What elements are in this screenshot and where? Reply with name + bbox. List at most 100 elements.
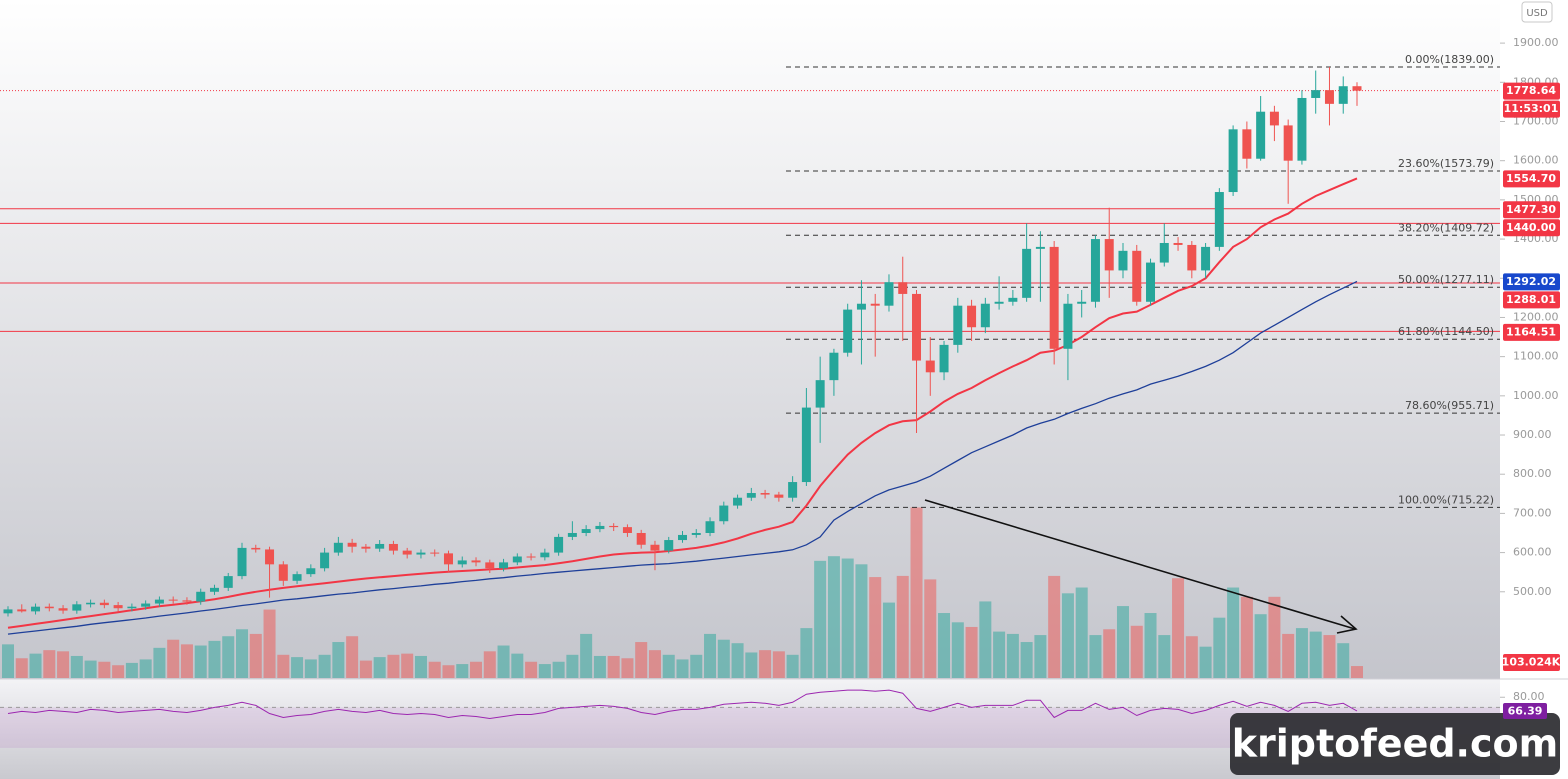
price-badge-label: 1477.30	[1506, 203, 1556, 216]
volume-bar	[593, 655, 606, 678]
candle-body	[1049, 246, 1059, 349]
volume-bar	[841, 558, 854, 678]
price-badge	[1503, 82, 1560, 100]
candle-body	[1132, 250, 1142, 302]
arrow-head	[1336, 615, 1358, 634]
rsi-badge-label: 66.39	[1508, 705, 1543, 718]
candle-body	[388, 543, 398, 551]
candle-body	[1201, 246, 1211, 271]
candle-body	[1063, 303, 1073, 349]
volume-bar	[98, 661, 111, 678]
volume-bar	[896, 575, 909, 678]
volume-bar	[456, 664, 469, 678]
candle-body	[1269, 111, 1279, 126]
candle-body	[609, 525, 619, 528]
volume-bar	[538, 664, 551, 678]
candle-body	[540, 552, 550, 558]
y-tick-label: 1600.00	[1513, 154, 1559, 167]
volume-bar	[70, 655, 83, 678]
y-tick-label: 900.00	[1513, 428, 1552, 441]
candle-body	[1159, 242, 1169, 263]
volume-bar	[1006, 633, 1019, 678]
volume-bar	[1268, 596, 1281, 678]
candle-body	[237, 547, 247, 577]
price-badge	[1503, 170, 1560, 188]
volume-bar	[125, 662, 138, 678]
candle-body	[1146, 262, 1156, 302]
fib-label: 50.00%(1277.11)	[1398, 273, 1494, 286]
volume-bar	[1020, 642, 1033, 678]
candle-body	[209, 587, 219, 592]
volume-bar	[1240, 596, 1253, 678]
volume-bar	[1199, 646, 1212, 678]
candle-body	[980, 303, 990, 328]
candle-body	[1173, 242, 1183, 245]
volume-bar	[882, 602, 895, 678]
candle-body	[17, 609, 27, 612]
candle-body	[223, 576, 233, 588]
volume-bar	[1061, 593, 1074, 678]
volume-bar	[1295, 628, 1308, 678]
candle-body	[526, 556, 536, 558]
fib-label: 78.60%(955.71)	[1405, 399, 1494, 412]
candle-body	[912, 293, 922, 361]
candle-body	[72, 604, 82, 611]
candle-body	[870, 303, 880, 306]
price-badge	[1503, 219, 1560, 237]
y-tick-label: 1700.00	[1513, 114, 1559, 127]
price-badge-label: 103.024K	[1502, 656, 1561, 669]
ema-line	[7, 280, 1358, 635]
candle-body	[141, 603, 151, 607]
candle-body	[967, 305, 977, 328]
candle-body	[251, 547, 261, 550]
candle-body	[1283, 125, 1293, 161]
candle-body	[265, 549, 275, 565]
volume-bar	[676, 659, 689, 678]
candle-body	[58, 608, 68, 611]
price-badge	[1503, 273, 1560, 291]
volume-bar	[236, 629, 249, 678]
price-badge	[1503, 654, 1560, 672]
candle-body	[815, 380, 825, 408]
candle-body	[1324, 90, 1334, 104]
volume-bar	[1048, 575, 1061, 678]
y-tick-label: 700.00	[1513, 506, 1552, 519]
volume-bar	[635, 642, 648, 678]
candle-body	[705, 521, 715, 533]
candle-body	[320, 552, 330, 569]
y-tick-label: 1900.00	[1513, 36, 1559, 49]
volume-bar	[800, 628, 813, 678]
price-badge-label: 1288.01	[1506, 293, 1556, 306]
volume-bar	[869, 577, 882, 678]
candle-body	[113, 605, 123, 609]
candle-body	[953, 305, 963, 345]
volume-bar	[180, 644, 193, 678]
volume-bar	[580, 633, 593, 678]
volume-bar	[401, 653, 414, 678]
volume-bar	[993, 631, 1006, 678]
candle-body	[788, 482, 798, 498]
volume-bar	[662, 654, 675, 678]
volume-bar	[965, 626, 978, 678]
candle-body	[1311, 90, 1321, 98]
volume-bar	[304, 659, 317, 678]
volume-bar	[442, 665, 455, 678]
candle-body	[168, 599, 178, 601]
candle-body	[678, 534, 687, 541]
candle-body	[1090, 239, 1100, 302]
rsi-badge	[1503, 703, 1547, 720]
candle-body	[925, 360, 935, 373]
volume-bar	[759, 650, 772, 678]
volume-bar	[772, 651, 785, 678]
trend-arrow	[924, 499, 1356, 630]
currency-box	[1521, 1, 1553, 23]
volume-bar	[263, 609, 276, 678]
candle-body	[898, 282, 908, 294]
candle-body	[443, 553, 453, 565]
candle-body	[182, 600, 192, 602]
volume-bar	[373, 657, 386, 678]
rsi-line	[7, 689, 1358, 720]
fib-label: 23.60%(1573.79)	[1398, 157, 1494, 170]
volume-bar	[1337, 643, 1350, 678]
volume-bar	[910, 507, 923, 678]
